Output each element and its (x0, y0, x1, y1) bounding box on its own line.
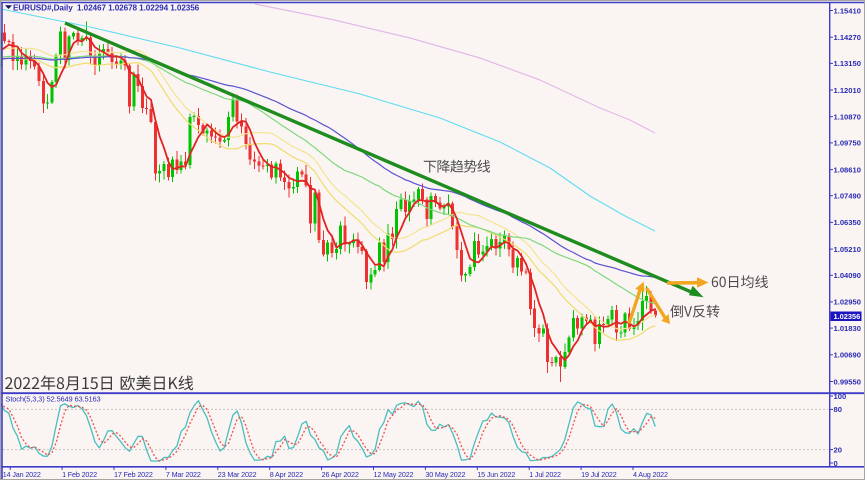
svg-text:1.04090: 1.04090 (834, 271, 861, 280)
svg-text:100: 100 (834, 392, 847, 401)
svg-text:12 May 2022: 12 May 2022 (374, 470, 414, 479)
svg-text:1.14270: 1.14270 (834, 33, 861, 42)
svg-text:1.09750: 1.09750 (834, 139, 861, 148)
svg-text:EURUSD#,Daily 1.02467 1.02678: EURUSD#,Daily 1.02467 1.02678 1.02294 1.… (13, 3, 200, 12)
svg-text:1.02356: 1.02356 (834, 312, 861, 321)
svg-text:8 Apr 2022: 8 Apr 2022 (270, 470, 303, 479)
svg-text:1.12010: 1.12010 (834, 86, 861, 95)
svg-text:7 Mar 2022: 7 Mar 2022 (166, 470, 201, 479)
svg-text:1.08610: 1.08610 (834, 165, 861, 174)
svg-text:Stoch(5,3,3) 52.5649 63.5163: Stoch(5,3,3) 52.5649 63.5163 (6, 394, 101, 403)
svg-text:1.07490: 1.07490 (834, 192, 861, 201)
svg-text:1.01830: 1.01830 (834, 324, 861, 333)
svg-text:1.10870: 1.10870 (834, 113, 861, 122)
svg-text:17 Feb 2022: 17 Feb 2022 (114, 470, 153, 479)
svg-text:4 Aug 2022: 4 Aug 2022 (633, 470, 668, 479)
svg-text:1.00690: 1.00690 (834, 351, 861, 360)
svg-text:1 Feb 2022: 1 Feb 2022 (62, 470, 97, 479)
svg-text:1.02950: 1.02950 (834, 298, 861, 307)
svg-text:30 May 2022: 30 May 2022 (425, 470, 465, 479)
svg-text:26 Apr 2022: 26 Apr 2022 (322, 470, 359, 479)
svg-text:19 Jul 2022: 19 Jul 2022 (581, 470, 617, 479)
svg-text:1.13150: 1.13150 (834, 59, 861, 68)
svg-text:1.15410: 1.15410 (834, 6, 861, 15)
svg-text:20: 20 (834, 445, 842, 454)
svg-text:14 Jan 2022: 14 Jan 2022 (3, 470, 41, 479)
svg-text:0.99550: 0.99550 (834, 377, 861, 386)
svg-text:1.05210: 1.05210 (834, 245, 861, 254)
svg-text:0: 0 (834, 459, 838, 468)
svg-text:1 Jul 2022: 1 Jul 2022 (529, 470, 561, 479)
svg-text:80: 80 (834, 405, 842, 414)
svg-text:15 Jun 2022: 15 Jun 2022 (477, 470, 515, 479)
svg-text:1.06350: 1.06350 (834, 218, 861, 227)
svg-text:23 Mar 2022: 23 Mar 2022 (218, 470, 257, 479)
